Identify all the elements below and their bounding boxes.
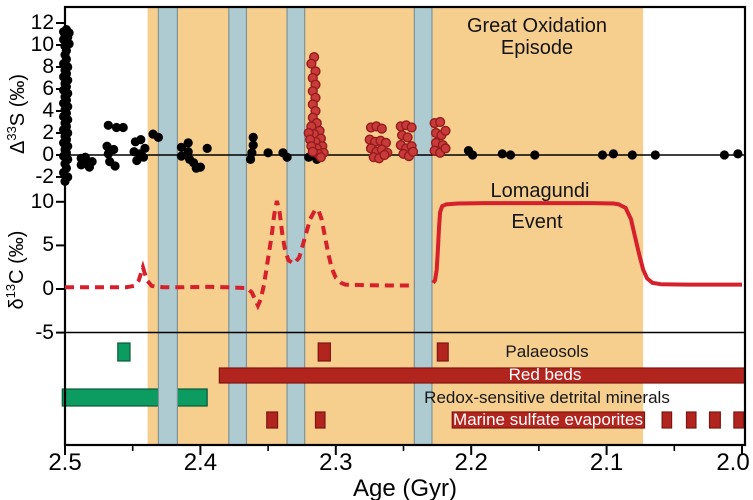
d33s-red-point: [440, 143, 451, 154]
d33s-black-point: [505, 150, 516, 160]
row-label-marine-evaporites: Marine sulfate evaporites: [453, 410, 643, 429]
row-label-detrital-minerals: Redox-sensitive detrital minerals: [424, 388, 670, 407]
record-bar-row3: [708, 411, 721, 429]
d33s-black-point: [597, 150, 608, 160]
record-bar-row2: [61, 388, 160, 407]
d33s-black-point: [136, 135, 146, 145]
record-bar-row3: [314, 411, 326, 429]
d33s-black-point: [263, 148, 273, 158]
y-tick-label-d13c: -5: [35, 320, 54, 344]
x-axis-title: Age (Gyr): [352, 475, 458, 500]
d33s-black-point: [176, 151, 186, 161]
d33s-red-point: [402, 132, 413, 143]
record-bar-row3: [661, 411, 673, 429]
d33s-red-point: [406, 122, 417, 133]
d33s-black-point: [87, 157, 97, 167]
record-bar-row0: [317, 342, 331, 362]
record-bar-row3: [685, 411, 697, 429]
d33s-black-point: [202, 143, 212, 153]
d33s-red-point: [379, 149, 390, 161]
d33s-black-point: [111, 122, 122, 133]
d33s-black-point: [497, 149, 507, 159]
d33s-black-point: [110, 161, 120, 171]
record-bar-row3: [733, 411, 744, 429]
d33s-black-point: [530, 150, 540, 160]
goe-annotation-line1: Great Oxidation: [466, 15, 608, 37]
record-bar-row0: [117, 342, 131, 362]
y-tick-label-d33s: 2: [42, 121, 54, 144]
d33s-black-point: [103, 120, 113, 130]
record-bar-row2: [176, 388, 208, 407]
d33s-black-point: [109, 144, 119, 155]
d33s-red-point: [315, 152, 327, 163]
y-tick-label-d33s: 0: [42, 143, 54, 166]
y-tick-label-d13c: 10: [30, 189, 54, 213]
d33s-red-point: [440, 125, 451, 136]
d33s-black-point: [153, 132, 163, 142]
d33s-red-point: [376, 123, 387, 134]
row-label-red-beds: Red beds: [508, 365, 582, 384]
y-tick-label-d13c: 0: [42, 277, 54, 300]
record-bar-row3: [451, 411, 646, 429]
d33s-black-point: [468, 150, 478, 160]
d33s-black-point: [60, 176, 70, 186]
d33s-red-point: [435, 116, 446, 128]
x-tick-label: 2.2: [454, 449, 488, 476]
y-tick-label-d33s: 10: [30, 33, 54, 56]
d33s-black-point: [132, 155, 142, 166]
plot-frame: [63, 5, 747, 447]
x-tick-label: 2.3: [319, 449, 353, 476]
d33s-black-point: [627, 150, 637, 160]
y-tick-label-d33s: 12: [30, 11, 54, 34]
d33s-black-point: [650, 150, 660, 160]
d33s-black-point: [140, 143, 150, 153]
d33s-black-point: [733, 149, 743, 159]
lomagundi-annotation-line1: Lomagundi: [490, 180, 590, 202]
y-tick-label-d13c: 5: [42, 233, 54, 257]
d13c-dashed-curve: [65, 200, 415, 311]
glaciation-bar: [157, 6, 178, 446]
lomagundi-annotation-line2: Event: [511, 211, 563, 233]
record-bar-row3: [266, 411, 279, 429]
x-tick-label: 2.4: [183, 449, 218, 476]
d13c-solid-curve: [431, 201, 742, 287]
d33s-black-point: [118, 122, 128, 133]
d33s-red-point: [306, 58, 317, 69]
d33s-black-point: [176, 142, 186, 152]
y-tick-label-d33s: 8: [42, 55, 54, 78]
x-tick-label: 2.1: [589, 449, 624, 476]
x-tick-label: 2.5: [48, 449, 82, 476]
d33s-black-point: [248, 132, 258, 142]
d33s-black-point: [183, 138, 193, 148]
y-tick-label-d33s: 6: [42, 77, 54, 100]
x-tick-label: 2.0: [716, 449, 750, 476]
d33s-black-point: [195, 162, 205, 172]
d33s-black-point: [183, 147, 193, 157]
y-tick-label-d33s: -2: [35, 165, 54, 188]
d33s-red-point: [307, 146, 318, 157]
d33s-black-point: [248, 140, 258, 150]
goe-annotation-line2: Episode: [500, 37, 574, 59]
record-bar-row0: [436, 342, 449, 362]
goe-annotation: Great Oxidation Episode: [467, 15, 607, 59]
d33s-black-point: [608, 149, 619, 159]
d33s-black-point: [719, 150, 730, 160]
row-label-palaeosols: Palaeosols: [505, 342, 589, 361]
d33s-black-point: [245, 154, 256, 164]
d33s-black-point: [282, 152, 292, 162]
d33s-red-point: [407, 146, 419, 157]
record-bar-row1: [218, 367, 746, 384]
y-tick-label-d33s: 4: [42, 99, 54, 122]
